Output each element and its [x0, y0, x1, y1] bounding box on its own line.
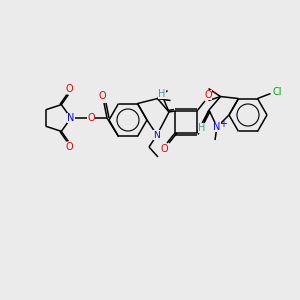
Text: +: + [219, 119, 227, 129]
Text: O: O [87, 113, 95, 123]
Text: O: O [98, 91, 106, 101]
Text: N: N [213, 122, 221, 132]
Text: O: O [65, 84, 73, 94]
Text: N: N [154, 130, 160, 140]
Text: -: - [211, 87, 215, 97]
Text: O: O [204, 90, 212, 100]
Text: Cl: Cl [273, 86, 282, 97]
Text: O: O [65, 142, 73, 152]
Text: N: N [67, 113, 75, 123]
Text: H: H [158, 89, 166, 99]
Text: H: H [198, 123, 206, 133]
Text: O: O [160, 144, 168, 154]
